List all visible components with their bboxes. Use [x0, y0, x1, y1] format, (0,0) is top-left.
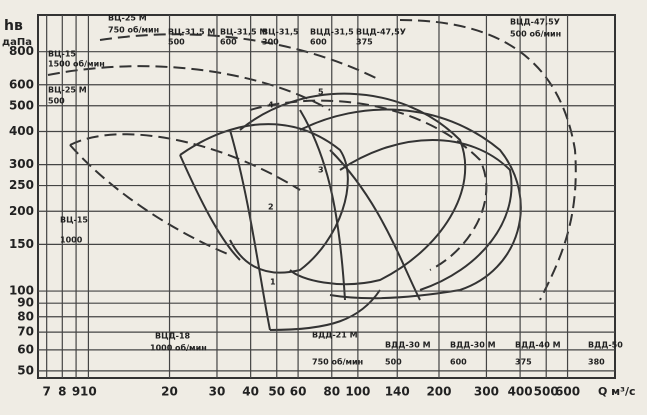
- y-tick-label: 600: [9, 77, 34, 91]
- annotation: 3: [318, 166, 324, 175]
- x-tick-label: 50: [268, 385, 285, 399]
- curve: [399, 19, 577, 301]
- annotation: 500: [385, 358, 402, 367]
- annotation: 300: [262, 38, 279, 47]
- y-axis-unit: даПа: [2, 37, 32, 48]
- annotation: ВЦ-15: [60, 216, 88, 225]
- x-axis-title: Q м³/с: [598, 385, 636, 398]
- annotation: 380: [588, 358, 605, 367]
- x-tick-label: 20: [161, 385, 178, 399]
- annotation: ВЦ-25 М: [48, 86, 87, 95]
- y-tick-label: 150: [9, 237, 34, 251]
- annotation: ВЦ-15: [48, 50, 76, 59]
- x-tick-label: 100: [345, 385, 370, 399]
- x-tick-label: 600: [555, 385, 580, 399]
- curve: [229, 129, 271, 331]
- curve: [269, 289, 381, 331]
- annotation: 750 об/мин: [312, 357, 363, 367]
- y-tick-label: 300: [9, 157, 34, 171]
- annotation: ВЦД-31,5: [310, 28, 354, 37]
- x-tick-label: 400: [508, 385, 533, 399]
- x-tick-label: 300: [474, 385, 499, 399]
- annotation: ВЦ-31,5: [262, 28, 299, 37]
- annotation: 500: [168, 38, 185, 47]
- x-tick-label: 9: [72, 385, 80, 399]
- curve: [69, 144, 231, 256]
- annotation: ВЦД-18: [155, 332, 191, 341]
- curve: [249, 99, 488, 271]
- y-tick-label: 500: [9, 98, 34, 112]
- y-tick-label: 60: [17, 342, 34, 356]
- y-tick-label: 70: [17, 325, 34, 339]
- curves: [47, 19, 577, 331]
- plot-frame: [37, 14, 616, 379]
- annotation: 600: [450, 358, 467, 367]
- annotation: 1000 об/мин: [150, 343, 207, 353]
- annotation: ВЦ-25 М: [108, 14, 147, 23]
- x-tick-label: 40: [242, 385, 259, 399]
- curve: [339, 139, 513, 291]
- annotation: ВЦ-31,5 М: [168, 28, 215, 37]
- y-tick-label: 80: [17, 309, 34, 323]
- x-tick-label: 8: [58, 385, 66, 399]
- annotation: 600: [220, 38, 237, 47]
- curve: [99, 33, 381, 81]
- y-tick-label: 50: [17, 363, 34, 377]
- annotation: 375: [356, 38, 373, 47]
- annotation: 1000: [60, 236, 83, 245]
- x-tick-label: 7: [42, 385, 50, 399]
- x-tick-label: 500: [534, 385, 559, 399]
- annotation: ВЦ-31,5 М: [220, 28, 267, 37]
- annotation: ВДД-50: [588, 341, 623, 350]
- x-tick-label: 80: [323, 385, 340, 399]
- annotation: 750 об/мин: [108, 25, 159, 35]
- x-tick-label: 200: [426, 385, 451, 399]
- y-tick-label: 250: [9, 178, 34, 192]
- curve: [329, 149, 421, 301]
- curve: [69, 133, 301, 191]
- annotation: 2: [268, 203, 274, 212]
- x-tick-label: 10: [80, 385, 97, 399]
- x-tick-label: 30: [209, 385, 226, 399]
- annotation: 500 об/мин: [510, 29, 561, 39]
- annotation: 1: [270, 278, 276, 287]
- y-axis-title: hв: [4, 18, 23, 34]
- y-tick-label: 200: [9, 204, 34, 218]
- annotation: ВДД-40 М: [515, 341, 561, 350]
- annotation: 1500 об/мин: [48, 59, 105, 69]
- annotation: ВДД-30 М: [450, 341, 496, 350]
- annotation: 375: [515, 358, 532, 367]
- y-tick-label: 100: [9, 284, 34, 298]
- y-tick-label: 800: [9, 44, 34, 58]
- annotation: ВДД-21 М: [312, 331, 358, 340]
- annotation: 4: [268, 101, 274, 110]
- y-tick-label: 400: [9, 124, 34, 138]
- curve: [179, 154, 241, 261]
- annotation: 500: [48, 97, 65, 106]
- x-tick-label: 60: [290, 385, 307, 399]
- y-tick-label: 90: [17, 296, 34, 310]
- annotation: ВЦД-47,5У: [356, 28, 406, 37]
- annotation: 5: [318, 88, 324, 97]
- x-tick-label: 140: [385, 385, 410, 399]
- annotation: ВЦД-47,5У: [510, 18, 560, 27]
- annotation: ВДД-30 М: [385, 341, 431, 350]
- annotation: 600: [310, 38, 327, 47]
